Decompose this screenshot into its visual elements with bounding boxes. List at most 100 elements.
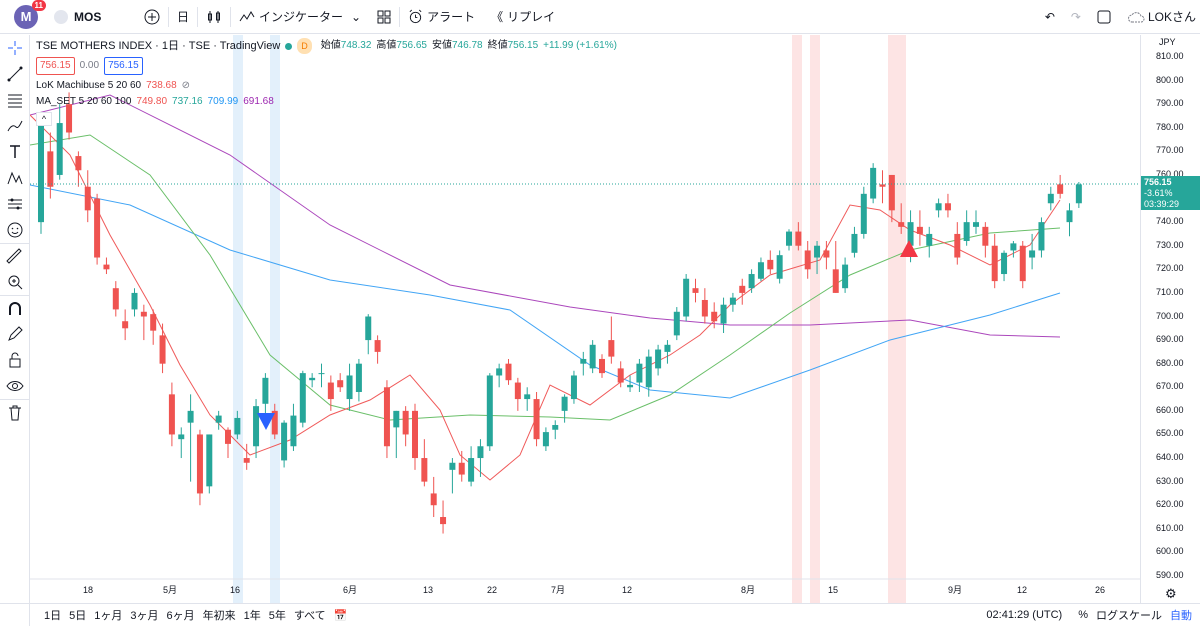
magnet-icon <box>9 301 21 315</box>
replay-button[interactable]: 《 リプレイ <box>483 0 563 34</box>
text-tool[interactable] <box>0 139 30 165</box>
candle-body <box>898 222 905 227</box>
range-all[interactable]: すべて <box>293 610 326 622</box>
prediction-tool[interactable] <box>0 191 30 217</box>
buy-signal-band <box>270 35 280 604</box>
last-price-tag: 756.15 -3.61% 03:39:29 <box>1141 176 1200 210</box>
lock-drawings-tool[interactable] <box>0 347 30 373</box>
chart-type-button[interactable] <box>198 0 230 34</box>
price-axis-label: 650.00 <box>1156 428 1184 439</box>
redo-button[interactable]: ↷ <box>1063 0 1089 34</box>
bid-ask-row: 756.15 0.00 756.15 <box>36 57 617 75</box>
candle-body <box>421 458 428 482</box>
hide-drawings-tool[interactable] <box>0 373 30 399</box>
settings-icon[interactable]: ⚙ <box>1165 586 1177 601</box>
candle-body <box>879 184 886 187</box>
fib-tool[interactable] <box>0 87 30 113</box>
brush-tool[interactable] <box>0 113 30 139</box>
time-axis-label: 12 <box>622 585 632 595</box>
candle-body <box>262 377 269 404</box>
price-chart[interactable]: 18 5月 16 6月 13 22 7月 12 8月 15 9月 12 26 <box>30 35 1140 604</box>
indicators-button[interactable]: インジケーター ⌄ <box>231 0 369 34</box>
magnet-tool[interactable] <box>0 295 30 321</box>
candle-body <box>66 104 73 133</box>
timezone-button[interactable]: 02:41:29 (UTC) <box>986 609 1063 621</box>
candle-body <box>318 373 325 375</box>
candle-body <box>1075 184 1082 204</box>
compare-button[interactable] <box>136 0 168 34</box>
price-axis-label: 630.00 <box>1156 475 1184 486</box>
candle-body <box>327 382 334 400</box>
symbol-search-button[interactable]: MOS <box>46 0 136 34</box>
zoom-tool[interactable] <box>0 269 30 295</box>
candle-body <box>926 233 933 246</box>
emoji-tool[interactable] <box>0 217 30 243</box>
candle-body <box>412 410 418 459</box>
pattern-tool[interactable] <box>0 165 30 191</box>
indicator-1-row[interactable]: LoK Machibuse 5 20 60 738.68 ⊘ <box>36 78 617 94</box>
trendline-tool[interactable] <box>0 61 30 87</box>
range-ytd[interactable]: 年初来 <box>202 610 236 622</box>
range-5y[interactable]: 5年 <box>268 610 286 622</box>
price-axis[interactable]: JPY 810.00 800.00 790.00 780.00 770.00 760.00… <box>1140 35 1200 604</box>
remove-drawings-tool[interactable] <box>0 399 30 425</box>
collapse-legend-button[interactable]: ^ <box>36 112 52 126</box>
indicator-2-row[interactable]: MA_SET 5 20 60 100 749.80 737.16 709.99 … <box>36 94 617 110</box>
user-label: LOKさん <box>1147 10 1196 24</box>
range-1m[interactable]: 1ヶ月 <box>94 610 123 622</box>
candle-body <box>1066 210 1073 223</box>
range-1d[interactable]: 1日 <box>44 610 62 622</box>
candle-body <box>832 269 839 293</box>
alert-button[interactable]: アラート <box>400 0 483 34</box>
last-price-value: 756.15 <box>1144 177 1172 187</box>
candle-body <box>496 368 503 376</box>
range-1y[interactable]: 1年 <box>243 610 261 622</box>
chart-pane[interactable]: 18 5月 16 6月 13 22 7月 12 8月 15 9月 12 26 <box>30 35 1140 604</box>
divider <box>399 6 401 27</box>
range-3m[interactable]: 3ヶ月 <box>130 610 159 622</box>
candle-body <box>440 517 447 525</box>
price-axis-label: 720.00 <box>1156 263 1184 274</box>
symbol-logo-icon <box>54 9 68 24</box>
sell-signal-marker <box>257 413 275 430</box>
price-axis-label: 620.00 <box>1156 499 1184 510</box>
range-5d[interactable]: 5日 <box>69 610 87 622</box>
sell-signal-band <box>888 35 906 604</box>
user-menu-button[interactable]: M 11 <box>0 0 46 34</box>
ma60-value: 709.99 <box>207 96 239 107</box>
goto-date-button[interactable]: 📅 <box>330 609 352 622</box>
symbol-label: MOS <box>74 9 102 24</box>
range-6m[interactable]: 6ヶ月 <box>166 610 195 622</box>
bottom-toolbar: 1日 5日 1ヶ月 3ヶ月 6ヶ月 年初来 1年 5年 すべて 📅 02:41:… <box>0 603 1200 626</box>
buy-button[interactable]: 756.15 <box>104 57 143 75</box>
currency-label: JPY <box>1159 37 1176 47</box>
candle-body <box>131 292 138 310</box>
fullscreen-button[interactable] <box>1089 0 1119 34</box>
auto-scale-toggle[interactable]: 自動 <box>1170 610 1192 622</box>
log-scale-toggle[interactable]: ログスケール <box>1096 610 1162 622</box>
undo-button[interactable]: ↶ <box>1037 0 1063 34</box>
ma20-value: 737.16 <box>172 96 203 107</box>
candle-body <box>56 123 63 175</box>
indicator-1-name: LoK Machibuse 5 20 60 <box>36 80 142 91</box>
save-layout-button[interactable]: LOKさん <box>1119 0 1200 34</box>
time-axis-label: 12 <box>1017 585 1027 595</box>
candle-body <box>75 156 82 171</box>
measure-tool[interactable] <box>0 243 30 269</box>
ma100-value: 691.68 <box>243 96 274 107</box>
last-price-change: -3.61% <box>1144 188 1173 198</box>
price-axis-label: 730.00 <box>1156 239 1184 250</box>
percent-toggle[interactable]: % <box>1078 609 1088 621</box>
sell-button[interactable]: 756.15 <box>36 57 75 75</box>
candle-body <box>673 311 680 336</box>
smiley-icon <box>7 222 23 238</box>
layouts-button[interactable] <box>369 0 399 34</box>
text-icon <box>10 145 20 158</box>
interval-button[interactable]: 日 <box>169 0 197 34</box>
redo-icon: ↷ <box>1070 9 1081 24</box>
crosshair-tool[interactable] <box>0 35 30 61</box>
candle-body <box>552 425 559 430</box>
stay-in-drawing-tool[interactable] <box>0 321 30 347</box>
interval-label: 日 <box>177 10 190 24</box>
candle-body <box>954 233 961 258</box>
